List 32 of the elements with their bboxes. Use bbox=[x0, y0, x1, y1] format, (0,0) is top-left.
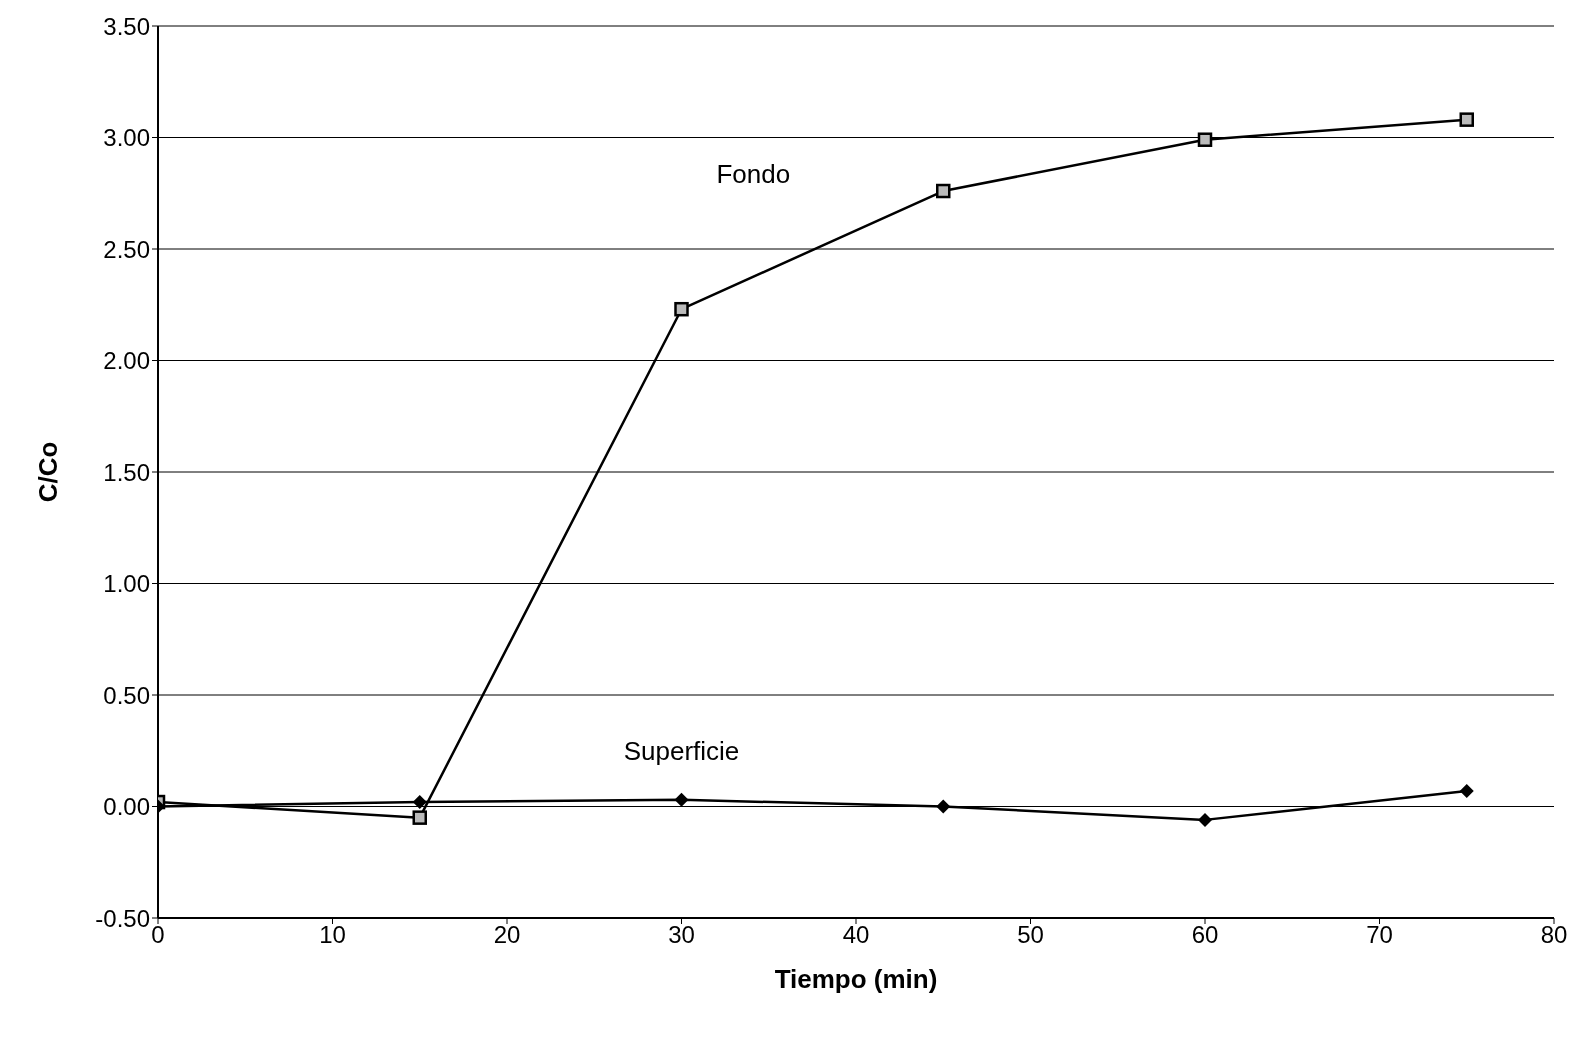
series-label: Superficie bbox=[623, 735, 740, 766]
y-tick-label: -0.50 bbox=[95, 904, 150, 932]
x-tick-label: 20 bbox=[493, 921, 521, 949]
x-tick-label: 0 bbox=[151, 921, 165, 949]
y-tick-label: 2.00 bbox=[103, 347, 150, 375]
x-tick-label: 30 bbox=[668, 921, 695, 949]
y-tick-label: 0.50 bbox=[103, 681, 150, 709]
x-tick-label: 10 bbox=[319, 921, 346, 949]
point bbox=[1198, 812, 1212, 827]
point bbox=[1197, 132, 1213, 147]
point bbox=[936, 799, 951, 814]
point bbox=[1459, 112, 1474, 127]
y-tick-label: 1.00 bbox=[103, 570, 150, 598]
x-tick-label: 50 bbox=[1017, 921, 1044, 949]
point bbox=[674, 301, 689, 317]
point bbox=[936, 183, 951, 199]
x-tick-label: 60 bbox=[1191, 921, 1219, 949]
point bbox=[1459, 783, 1474, 798]
y-tick-label: 3.00 bbox=[103, 124, 150, 152]
y-tick-label: 2.50 bbox=[103, 235, 150, 263]
x-tick-label: 40 bbox=[842, 921, 870, 949]
y-tick-label: 0.00 bbox=[103, 793, 150, 821]
y-tick-label: 1.50 bbox=[103, 458, 150, 486]
y-tick-label: 3.50 bbox=[103, 12, 150, 40]
x-tick-label: 80 bbox=[1540, 921, 1568, 949]
point bbox=[412, 795, 427, 810]
point bbox=[674, 792, 689, 807]
y-axis-title: C/Co bbox=[33, 441, 64, 503]
x-tick-label: 70 bbox=[1366, 921, 1393, 949]
text: Fondo bbox=[716, 159, 791, 190]
point bbox=[412, 810, 427, 825]
x-axis-title: Tiempo (min) bbox=[774, 964, 938, 994]
